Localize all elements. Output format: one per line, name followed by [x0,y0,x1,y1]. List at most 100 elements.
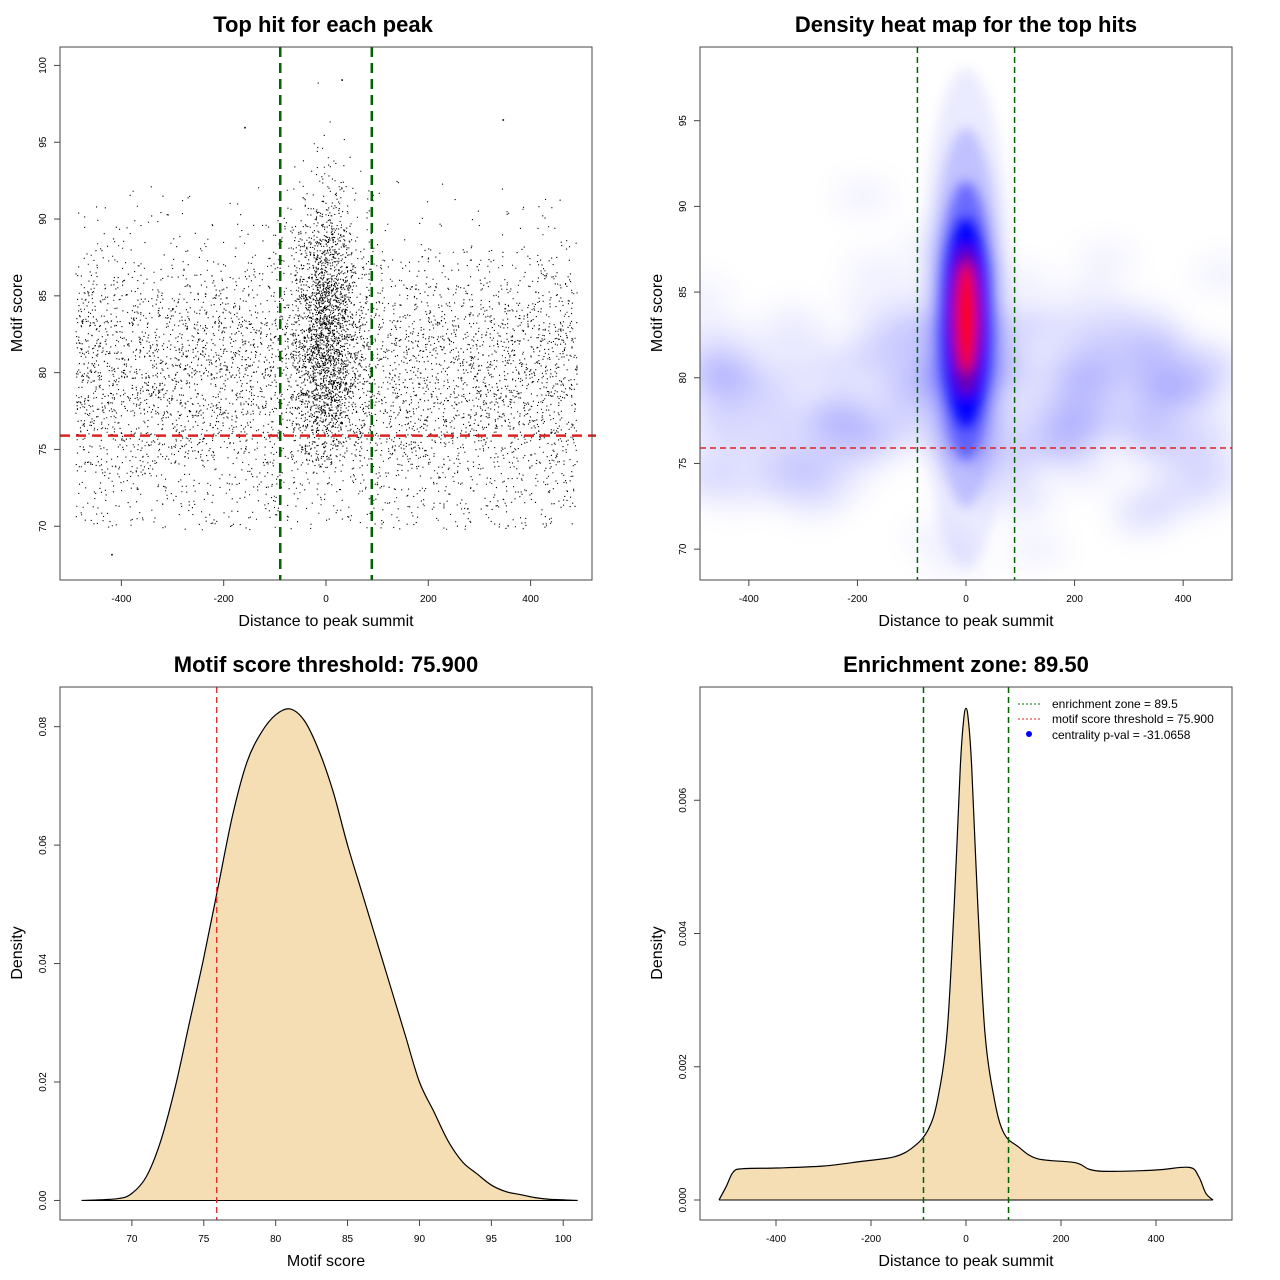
panel-distance-density: Enrichment zone: 89.50 Distance to peak … [649,652,1233,1270]
heatmap-y-tick-label: 95 [678,115,689,127]
heatmap-density-blob [1030,354,1091,391]
score-density-x-tick-label: 80 [270,1234,282,1245]
score-density-x-tick-label: 85 [342,1234,354,1245]
heatmap-x-tick-label: 200 [1066,594,1083,605]
panel-scatter: Top hit for each peak Distance to peak s… [9,12,596,630]
scatter-x-tick-label: -200 [214,594,234,605]
scatter-y-tick-label: 100 [38,57,49,74]
heatmap-density-blob [1193,256,1232,293]
heatmap-density-blob [1179,420,1232,457]
distance-density-y-tick-label: 0.006 [678,787,689,812]
heatmap-density-blob [700,352,758,389]
scatter-y-tick-label: 75 [38,443,49,455]
heatmap-density-blob [1006,530,1067,567]
distance-density-fill [719,708,1213,1201]
heatmap-y-axis-label: Motif score [649,274,666,352]
score-density-area [81,687,578,1220]
score-density-fill [81,708,578,1201]
heatmap-x-tick-label: -400 [739,594,759,605]
heatmap-density-blob [753,359,814,396]
heatmap-density-blob [1157,361,1218,398]
score-density-x-tick-label: 95 [486,1234,498,1245]
scatter-y-tick-label: 90 [38,213,49,225]
distance-density-x-axis-label: Distance to peak summit [878,1253,1054,1270]
heatmap-density-blob [1106,349,1167,386]
heatmap-x-tick-label: -200 [847,594,867,605]
heatmap-density-blob [833,178,894,215]
distance-density-x-tick-label: 0 [963,1234,969,1245]
heatmap-y-tick-label: 80 [678,372,689,384]
distance-density-curve [718,707,1214,1201]
score-density-x-tick-label: 75 [198,1234,210,1245]
score-density-y-tick-label: 0.02 [38,1072,49,1092]
legend-swatch-centrality [1026,731,1032,737]
heatmap-x-tick-label: 0 [963,594,969,605]
panel-heatmap: Density heat map for the top hits Distan… [649,12,1233,630]
scatter-point [341,79,343,81]
distance-density-x-tick-label: -400 [766,1234,786,1245]
heatmap-density-blob [1103,395,1164,432]
scatter-x-tick-label: 0 [323,594,329,605]
scatter-title: Top hit for each peak [213,12,433,37]
scatter-x-tick-label: 400 [522,594,539,605]
heatmap-core-density [920,67,1012,568]
scatter-point [111,553,113,556]
score-density-x-tick-label: 90 [414,1234,426,1245]
score-density-plot-frame [59,686,593,1221]
heatmap-density-blob [700,278,733,315]
scatter-y-tick-label: 70 [38,520,49,532]
heatmap-title: Density heat map for the top hits [795,12,1137,37]
scatter-y-tick-label: 95 [38,136,49,148]
heatmap-field [700,47,1232,580]
score-density-y-tick-label: 0.04 [38,953,49,973]
heatmap-density-blob [1075,241,1136,278]
heatmap-density-blob [844,251,905,288]
distance-density-x-tick-label: -200 [861,1234,881,1245]
scatter-x-axis-label: Distance to peak summit [238,613,414,630]
distance-density-x-tick-label: 400 [1148,1234,1165,1245]
heatmap-red-core [956,262,976,373]
score-density-x-axis-label: Motif score [287,1253,365,1270]
scatter-points [75,82,578,531]
heatmap-density-blob [700,466,735,503]
heatmap-density-blob [808,399,869,436]
distance-density-y-axis-label: Density [649,926,666,979]
scatter-y-axis-label: Motif score [9,274,26,352]
score-density-title: Motif score threshold: 75.900 [174,652,478,677]
score-density-curve [81,708,578,1202]
scatter-y-tick-label: 85 [38,290,49,302]
scatter-y-tick-label: 80 [38,367,49,379]
legend-label-motif-threshold: motif score threshold = 75.900 [1052,712,1214,726]
score-density-y-tick-label: 0.00 [38,1190,49,1210]
score-density-ticks: 70 75 80 85 90 95 100 0.00 0.02 0.04 0.06 0.08 [38,717,572,1245]
distance-density-ticks: -400 -200 0 200 400 0.000 0.002 0.004 0.006 [678,787,1165,1245]
legend-label-enrichment-zone: enrichment zone = 89.5 [1052,697,1178,711]
heatmap-density-blob [805,341,866,378]
heatmap-density-blob [1009,320,1070,357]
distance-density-y-tick-label: 0.004 [678,921,689,946]
distance-density-title: Enrichment zone: 89.50 [843,652,1089,677]
legend-label-centrality: centrality p-val = -31.0658 [1052,728,1191,742]
heatmap-x-tick-label: 400 [1175,594,1192,605]
scatter-x-tick-label: -400 [111,594,131,605]
scatter-point [244,126,246,129]
distance-density-area [718,687,1214,1220]
distance-density-y-tick-label: 0.002 [678,1054,689,1079]
score-density-y-axis-label: Density [9,926,26,979]
scatter-point [502,119,505,121]
score-density-y-tick-label: 0.06 [38,835,49,855]
heatmap-y-tick-label: 75 [678,457,689,469]
panel-score-density: Motif score threshold: 75.900 Motif scor… [9,652,593,1270]
score-density-x-tick-label: 70 [126,1234,138,1245]
distance-density-y-tick-label: 0.000 [678,1187,689,1212]
scatter-clip-area [60,47,596,580]
heatmap-y-tick-label: 90 [678,200,689,212]
heatmap-density-blob [1110,498,1171,535]
score-density-x-tick-label: 100 [555,1234,572,1245]
scatter-x-tick-label: 200 [420,594,437,605]
heatmap-ticks: -400 -200 0 200 400 70 75 80 85 90 95 [678,115,1192,605]
scatter-ticks: -400 -200 0 200 400 70 75 80 85 90 95 100 [38,57,539,605]
distance-density-x-tick-label: 200 [1053,1234,1070,1245]
score-density-y-tick-label: 0.08 [38,717,49,737]
